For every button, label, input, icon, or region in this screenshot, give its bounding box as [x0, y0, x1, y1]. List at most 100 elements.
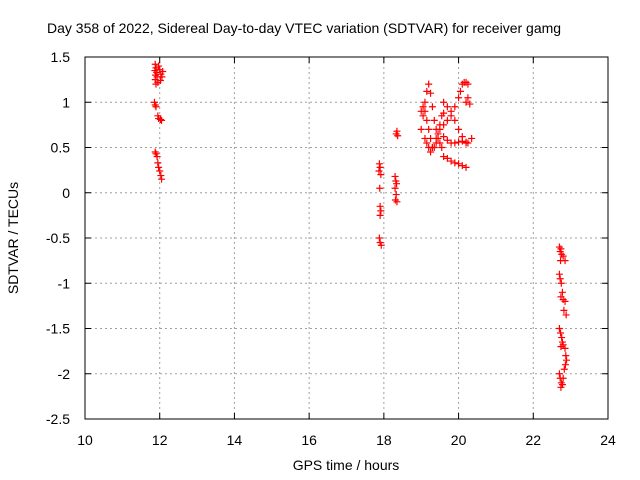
data-point: [427, 148, 435, 156]
data-point: [561, 361, 569, 369]
data-point: [428, 103, 436, 111]
x-tick-label: 14: [227, 432, 243, 448]
data-point: [464, 80, 472, 88]
data-point: [156, 115, 164, 123]
data-point: [419, 112, 427, 120]
x-tick-label: 22: [525, 432, 541, 448]
data-point: [155, 62, 163, 70]
data-point: [559, 374, 567, 382]
data-point: [560, 306, 568, 314]
data-point: [559, 341, 567, 349]
data-point: [464, 94, 472, 102]
data-point: [376, 202, 384, 210]
data-point: [555, 370, 563, 378]
data-point: [451, 159, 459, 167]
y-tick-label: 1.5: [51, 49, 71, 65]
y-tick-label: -1.5: [46, 321, 70, 337]
y-tick-label: 0.5: [51, 140, 71, 156]
data-point: [427, 89, 435, 97]
data-point: [419, 103, 427, 111]
data-point: [423, 87, 431, 95]
data-point: [557, 279, 565, 287]
data-point: [425, 125, 433, 133]
data-point: [157, 172, 165, 180]
data-point: [438, 144, 446, 151]
y-tick-label: -2.5: [46, 411, 70, 427]
x-tick-label: 10: [77, 432, 93, 448]
data-point: [462, 98, 470, 106]
data-point: [421, 107, 429, 115]
data-point: [455, 138, 463, 146]
x-tick-label: 16: [301, 432, 317, 448]
tick-layer: [84, 56, 609, 420]
data-point: [443, 103, 451, 111]
data-point: [440, 98, 448, 106]
data-point: [154, 159, 162, 167]
data-point: [440, 109, 448, 117]
data-point: [434, 130, 442, 138]
y-axis-label: SDTVAR / TECUs: [5, 182, 21, 294]
data-point: [375, 167, 383, 175]
data-point: [447, 157, 455, 165]
x-tick-label: 12: [152, 432, 168, 448]
data-point: [158, 175, 166, 183]
data-point: [436, 125, 444, 133]
data-point: [432, 134, 440, 142]
data-point: [152, 103, 160, 111]
data-layer: [150, 60, 571, 391]
data-point: [159, 67, 167, 75]
data-point: [555, 270, 563, 278]
x-tick-label: 20: [451, 432, 467, 448]
data-point: [451, 139, 459, 147]
data-point: [561, 297, 569, 305]
tick-label-layer: 10 12 14 16 18 20 22 24 -2.5 -2 -1.5 -1 -0.5 0 0.5 1 1.5: [46, 49, 616, 448]
data-point: [561, 344, 569, 352]
data-point: [562, 352, 570, 360]
data-point: [447, 107, 455, 115]
y-tick-label: 1: [62, 94, 70, 110]
data-point: [421, 98, 429, 106]
data-point: [443, 154, 451, 162]
data-point: [393, 198, 401, 206]
data-point: [557, 329, 565, 337]
data-point: [376, 211, 384, 219]
data-point: [440, 133, 448, 141]
data-point: [462, 163, 470, 171]
data-point: [377, 241, 385, 249]
data-point: [443, 136, 451, 144]
data-point: [392, 191, 400, 199]
data-point: [462, 139, 470, 147]
data-point: [451, 103, 459, 111]
data-point: [375, 234, 383, 242]
data-point: [558, 334, 566, 342]
y-tick-label: -1: [58, 275, 71, 291]
data-point: [391, 184, 399, 192]
chart-title: Day 358 of 2022, Sidereal Day-to-day VTE…: [47, 20, 561, 36]
data-point: [557, 245, 565, 253]
y-tick-label: -2: [58, 366, 71, 382]
data-point: [562, 311, 570, 319]
data-point: [440, 121, 448, 129]
data-point: [421, 134, 429, 142]
x-tick-label: 24: [600, 432, 616, 448]
data-point: [158, 116, 166, 124]
data-point: [391, 172, 399, 180]
data-point: [155, 163, 163, 171]
data-point: [559, 252, 567, 260]
data-point: [423, 139, 431, 147]
data-point: [377, 207, 385, 215]
data-point: [376, 184, 384, 192]
grid-layer: [85, 57, 608, 419]
y-tick-label: -0.5: [46, 230, 70, 246]
data-point: [393, 127, 401, 135]
data-point: [561, 257, 569, 265]
data-point: [376, 163, 384, 171]
data-point: [468, 134, 476, 142]
data-point: [440, 153, 448, 161]
data-point: [458, 133, 466, 141]
data-point: [555, 325, 563, 332]
data-point: [558, 288, 566, 296]
data-point: [393, 180, 401, 188]
